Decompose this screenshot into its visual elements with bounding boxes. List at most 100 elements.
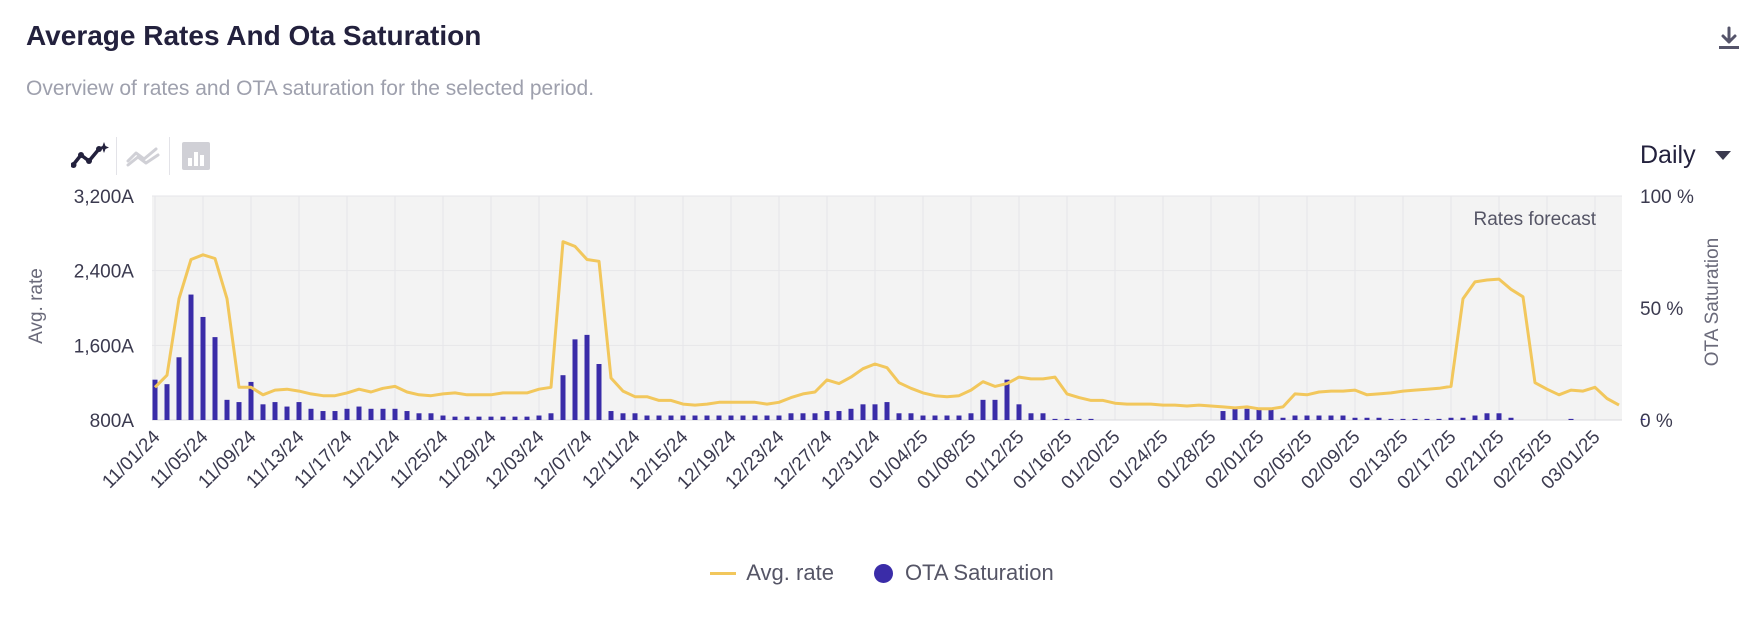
saturation-bar	[272, 402, 278, 420]
period-select-value: Daily	[1640, 140, 1696, 169]
download-icon[interactable]	[1714, 24, 1744, 54]
saturation-bar	[1256, 408, 1262, 420]
saturation-bar	[1064, 418, 1070, 420]
saturation-bar	[908, 413, 914, 420]
saturation-bar	[812, 413, 818, 420]
legend-label-rate: Avg. rate	[746, 560, 834, 585]
y-tick-label: 3,200A	[74, 187, 135, 208]
saturation-bar	[824, 411, 830, 420]
saturation-bar	[200, 316, 206, 420]
saturation-bar	[236, 402, 242, 420]
saturation-bar	[452, 416, 458, 420]
saturation-bar	[1076, 418, 1082, 420]
legend-dot-swatch	[873, 563, 893, 583]
period-select[interactable]: Daily	[1640, 138, 1732, 172]
saturation-bar	[776, 415, 782, 420]
saturation-bars	[152, 294, 1646, 420]
saturation-bar	[668, 415, 674, 420]
saturation-bar	[536, 415, 542, 420]
saturation-bar	[1484, 413, 1490, 420]
saturation-bar	[344, 408, 350, 420]
saturation-bar	[332, 411, 338, 420]
saturation-bar	[1472, 415, 1478, 420]
saturation-bar	[632, 413, 638, 420]
saturation-bar	[1016, 404, 1022, 420]
sparkle-line-icon[interactable]	[70, 136, 110, 176]
y-axis-label: Avg. rate	[26, 268, 47, 344]
saturation-bar	[1496, 413, 1502, 420]
trend-line-icon[interactable]	[123, 136, 163, 176]
saturation-bar	[1280, 417, 1286, 420]
chart-title: Average Rates And Ota Saturation	[26, 20, 482, 51]
saturation-bar	[368, 408, 374, 420]
bar-chart-icon[interactable]	[176, 136, 216, 176]
y-tick-label: 1,600A	[74, 336, 135, 357]
saturation-bar	[800, 413, 806, 420]
chart-area: 800A 1,600A 2,400A 3,200A 0 % 50 % 100 % 11/0…	[26, 187, 1723, 494]
saturation-bar	[356, 406, 362, 420]
chart-subtitle: Overview of rates and OTA saturation for…	[26, 77, 595, 100]
saturation-bar	[1340, 415, 1346, 420]
rate-line	[153, 240, 1620, 411]
forecast-annotation: Rates forecast	[1474, 209, 1597, 230]
saturation-bar	[284, 406, 290, 420]
x-axis-ticks: 11/01/2411/05/2411/09/2411/13/2411/17/24…	[98, 426, 1604, 493]
saturation-bar	[1436, 418, 1442, 420]
saturation-bar	[176, 357, 182, 420]
saturation-bar	[920, 415, 926, 420]
saturation-bar	[248, 381, 254, 420]
saturation-bar	[1004, 379, 1010, 420]
y-tick-label: 800A	[90, 411, 135, 432]
saturation-bar	[860, 404, 866, 420]
saturation-bar	[716, 415, 722, 420]
saturation-bar	[164, 384, 170, 420]
saturation-bar	[788, 413, 794, 420]
saturation-bar	[212, 337, 218, 420]
saturation-bar	[1508, 417, 1514, 420]
saturation-bar	[476, 416, 482, 420]
saturation-bar	[524, 416, 530, 420]
saturation-bar	[1052, 418, 1058, 420]
y-tick-label: 2,400A	[74, 262, 135, 283]
saturation-bar	[1400, 418, 1406, 420]
saturation-bar	[644, 415, 650, 420]
saturation-bar	[548, 413, 554, 420]
saturation-bar	[464, 416, 470, 420]
saturation-bar	[512, 416, 518, 420]
saturation-bar	[1040, 413, 1046, 420]
saturation-bar	[836, 411, 842, 420]
saturation-bar	[740, 415, 746, 420]
saturation-bar	[1328, 415, 1334, 420]
saturation-bar	[1352, 417, 1358, 420]
saturation-bar	[680, 415, 686, 420]
saturation-bar	[956, 415, 962, 420]
saturation-bar	[1232, 408, 1238, 420]
saturation-bar	[1460, 417, 1466, 420]
saturation-bar	[728, 415, 734, 420]
saturation-bar	[1640, 418, 1646, 420]
saturation-bar	[872, 404, 878, 420]
saturation-bar	[1412, 418, 1418, 420]
saturation-bar	[380, 408, 386, 420]
legend-item-saturation[interactable]: OTA Saturation	[873, 560, 1054, 586]
saturation-bar	[764, 415, 770, 420]
saturation-bar	[572, 339, 578, 420]
y2-tick-label: 50 %	[1640, 299, 1683, 320]
saturation-bar	[992, 399, 998, 420]
saturation-bar	[500, 416, 506, 420]
saturation-bar	[1292, 415, 1298, 420]
chart-toolbar	[70, 136, 216, 176]
legend-item-rate[interactable]: Avg. rate	[710, 560, 834, 586]
saturation-bar	[308, 408, 314, 420]
saturation-bar	[152, 379, 158, 420]
saturation-bar	[932, 415, 938, 420]
saturation-bar	[596, 364, 602, 420]
saturation-bar	[896, 413, 902, 420]
chart-legend: Avg. rate OTA Saturation	[0, 560, 1764, 586]
saturation-bar	[752, 415, 758, 420]
saturation-bar	[884, 402, 890, 420]
saturation-bar	[404, 411, 410, 420]
saturation-bar	[320, 411, 326, 420]
saturation-bar	[584, 334, 590, 420]
saturation-bar	[704, 415, 710, 420]
